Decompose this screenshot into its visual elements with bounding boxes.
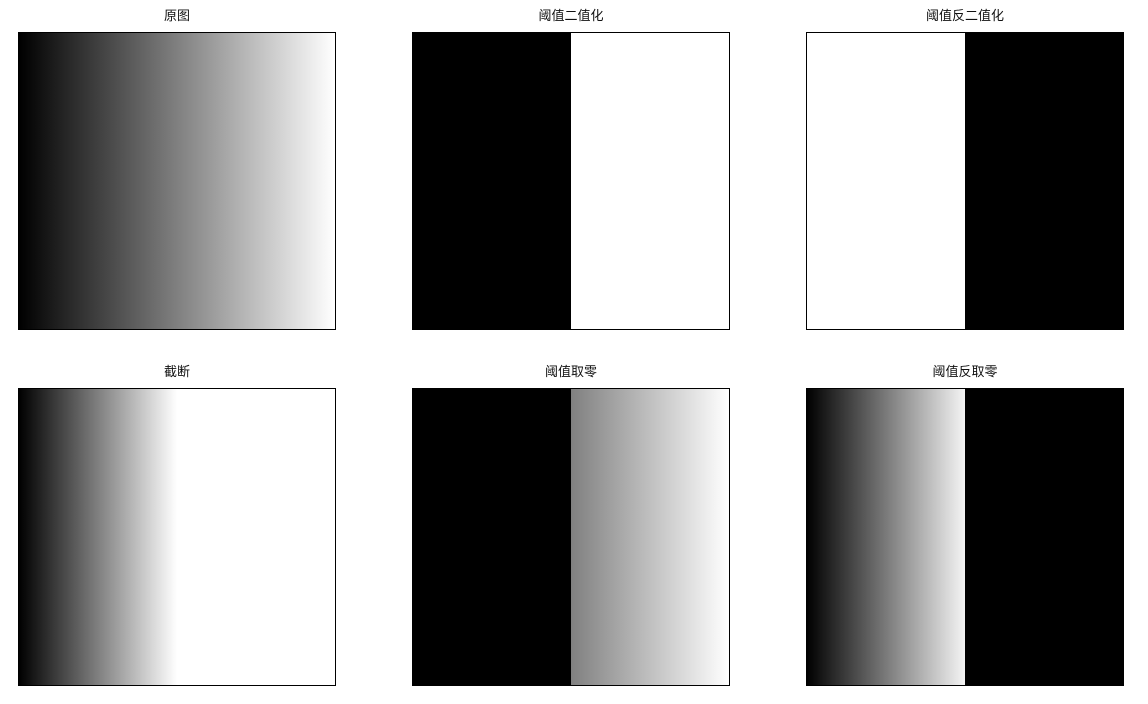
- panel-title: 阈值反取零: [932, 365, 998, 380]
- panel-title: 阈值二值化: [538, 9, 604, 24]
- binary-threshold-image: [412, 32, 730, 330]
- panel-title: 截断: [163, 365, 190, 380]
- to-zero-threshold-image: [412, 388, 730, 686]
- original-gradient-image: [18, 32, 336, 330]
- binary-inverse-threshold-image: [806, 32, 1124, 330]
- truncate-threshold-image: [18, 388, 336, 686]
- panel-title: 原图: [163, 9, 190, 24]
- panel-title: 阈值反二值化: [925, 9, 1004, 24]
- to-zero-inverse-threshold-image: [806, 388, 1124, 686]
- panel-title: 阈值取零: [544, 365, 597, 380]
